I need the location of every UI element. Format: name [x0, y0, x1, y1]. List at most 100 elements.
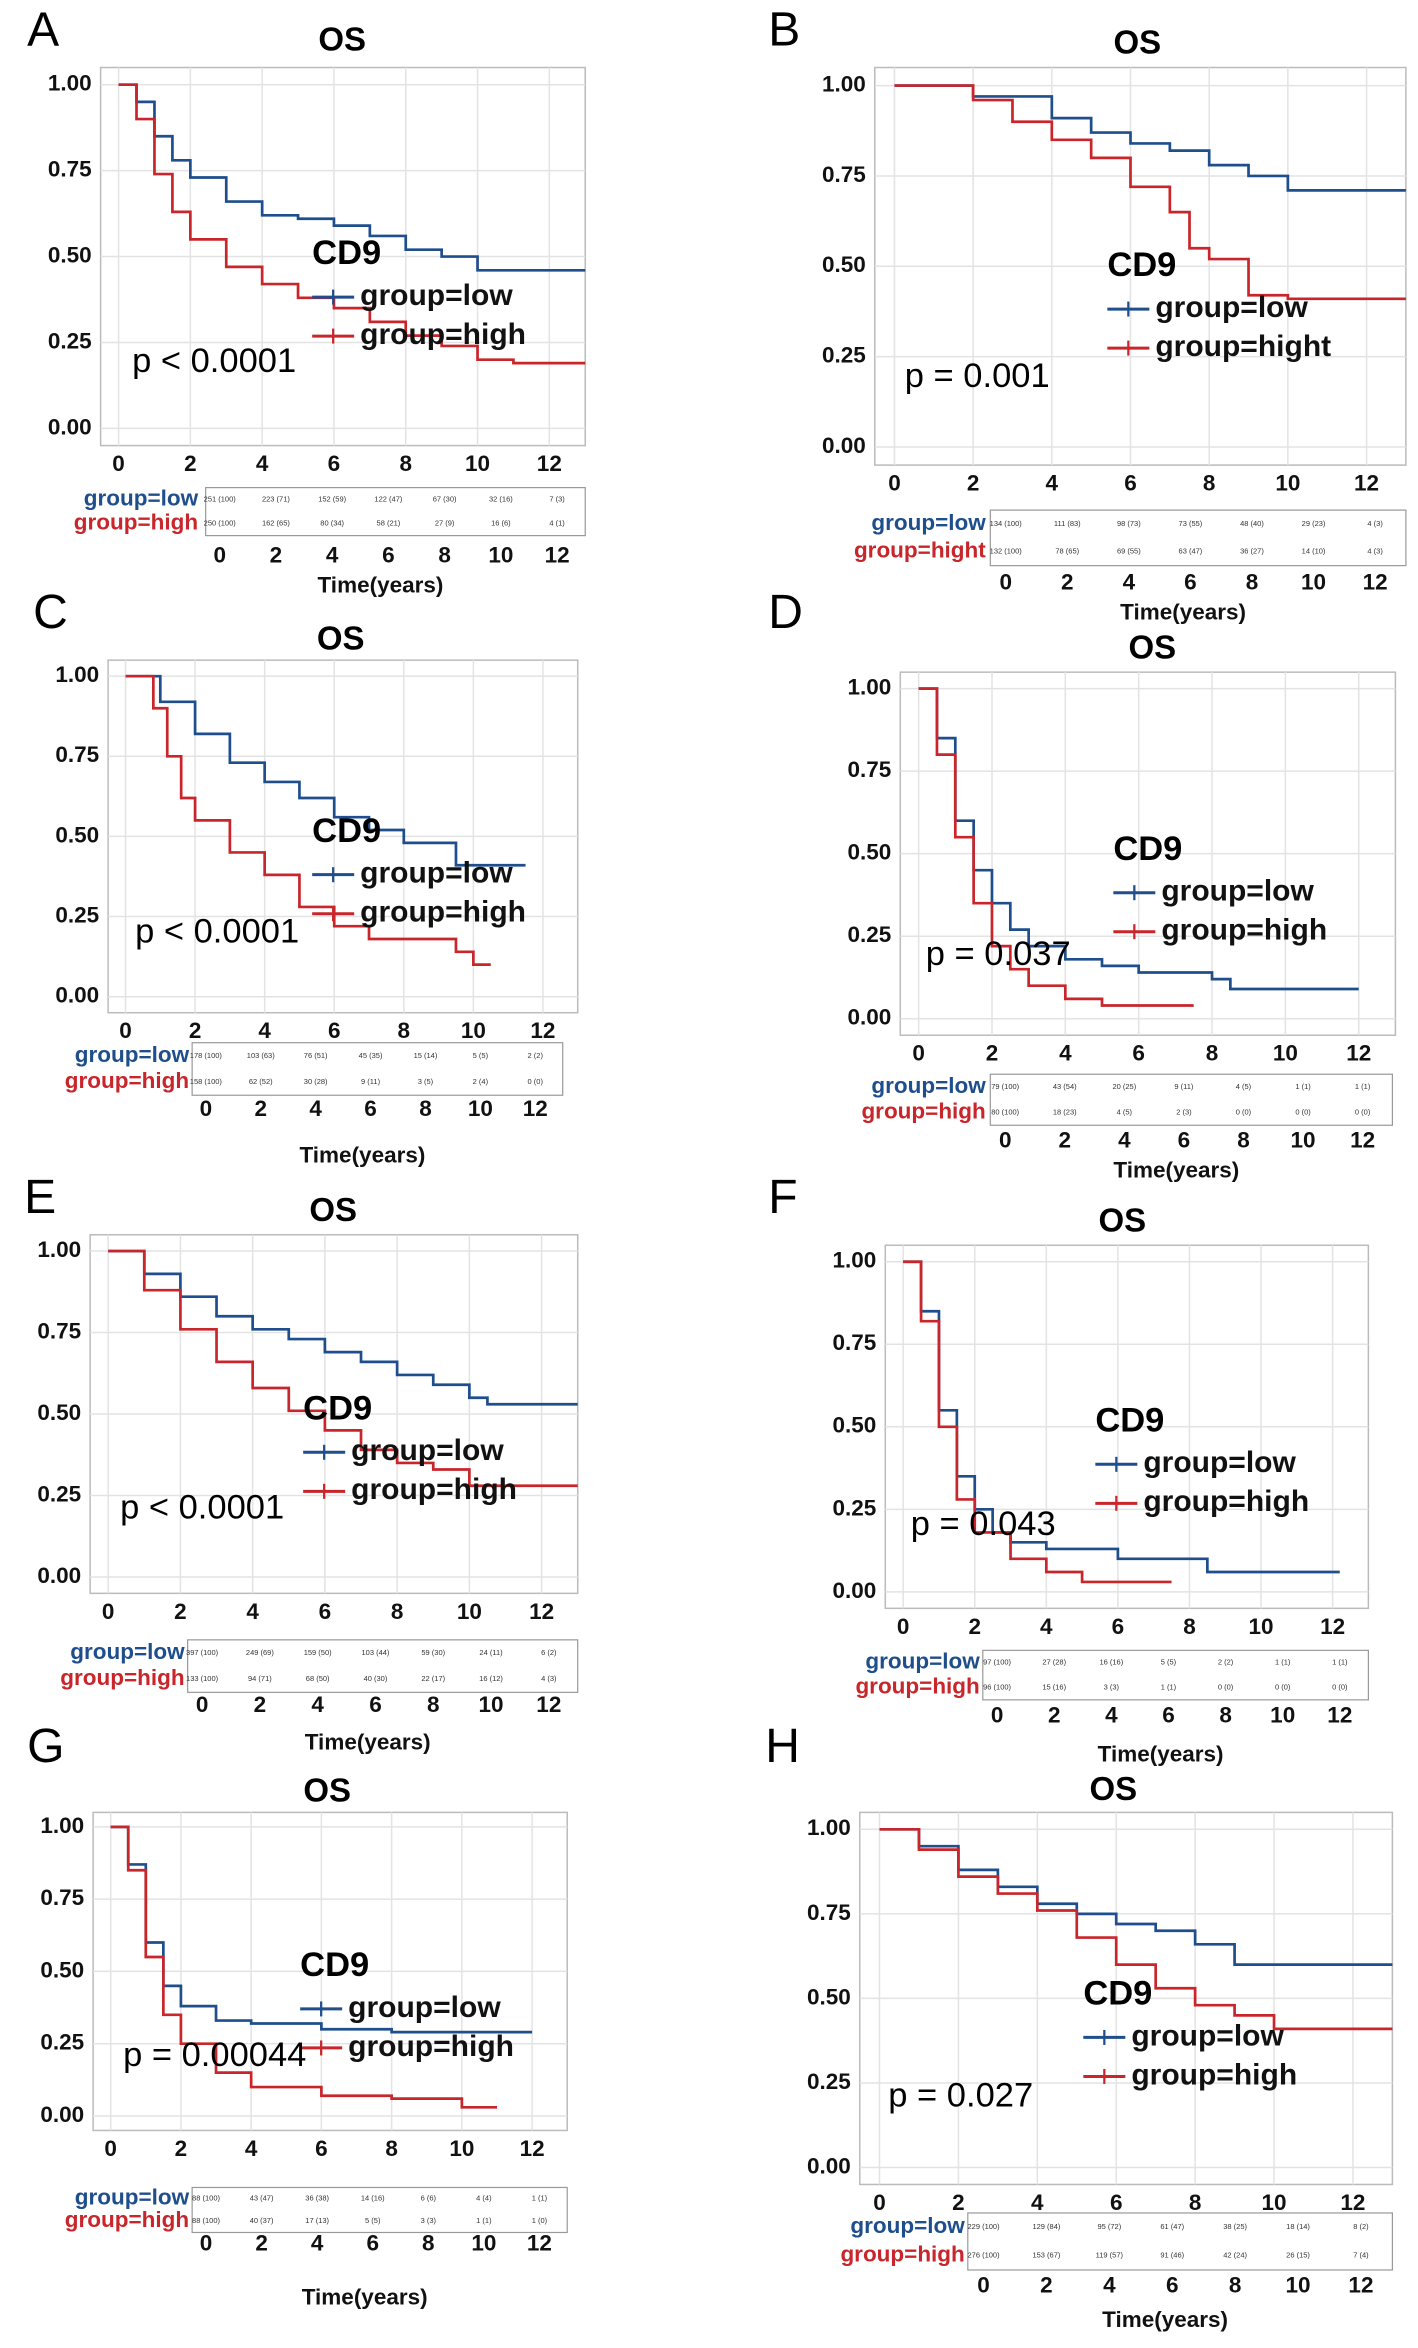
table-x-tick-label: 8 — [438, 543, 451, 568]
risk-cell: 16 (12) — [479, 1674, 503, 1683]
p-value: p < 0.0001 — [135, 912, 299, 950]
y-tick-label: 0.00 — [822, 433, 866, 458]
risk-cell: 58 (21) — [377, 519, 401, 528]
p-value: p = 0.043 — [911, 1505, 1056, 1543]
risk-cell: 111 (83) — [1054, 519, 1081, 528]
risk-cell: 42 (24) — [1223, 2251, 1247, 2260]
table-x-tick-label: 0 — [200, 1096, 213, 1121]
risk-cell: 1 (1) — [1295, 1082, 1311, 1091]
risk-cell: 178 (100) — [190, 1051, 223, 1060]
risk-cell: 1 (1) — [476, 2216, 492, 2225]
legend-label: group=low — [1143, 1446, 1296, 1479]
x-tick-label: 0 — [112, 451, 125, 476]
survival-curve — [110, 1825, 497, 2109]
y-tick-label: 0.50 — [37, 1400, 81, 1425]
table-x-tick-label: 12 — [527, 2230, 552, 2255]
table-x-tick-label: 12 — [1363, 570, 1388, 595]
risk-cell: 88 (100) — [192, 2216, 220, 2225]
x-tick-label: 2 — [175, 2136, 188, 2161]
x-tick-label: 4 — [1059, 1041, 1072, 1066]
legend-label: group=low — [1131, 2019, 1284, 2052]
x-axis-title: Time(years) — [1120, 600, 1246, 625]
risk-table — [191, 2186, 568, 2234]
table-x-tick-label: 6 — [382, 543, 395, 568]
risk-row-label: group=high — [74, 510, 198, 535]
table-x-tick-label: 12 — [536, 1692, 561, 1717]
risk-cell: 159 (50) — [304, 1648, 332, 1657]
risk-cell: 2 (4) — [473, 1077, 489, 1086]
y-tick-label: 1.00 — [832, 1248, 876, 1273]
panel: B OS 0.00 0.25 0.50 0.75 1.00 0 0 2 2 4 4 6 6 8 8 10 10 12 1… — [768, 4, 1407, 625]
risk-cell: 16 (16) — [1099, 1658, 1123, 1667]
risk-cell: 133 (100) — [186, 1674, 219, 1683]
legend-label: group=high — [360, 318, 526, 351]
table-x-tick-label: 4 — [1118, 1128, 1131, 1153]
x-tick-label: 6 — [328, 1018, 341, 1043]
x-tick-label: 12 — [1340, 2190, 1365, 2215]
table-x-tick-label: 10 — [1286, 2272, 1311, 2297]
legend-title: CD9 — [1107, 246, 1176, 284]
risk-cell: 69 (55) — [1117, 547, 1141, 556]
x-axis-title: Time(years) — [1098, 1741, 1224, 1766]
risk-cell: 43 (54) — [1053, 1082, 1077, 1091]
y-tick-label: 0.75 — [847, 757, 891, 782]
y-tick-label: 0.75 — [822, 162, 866, 187]
x-tick-label: 12 — [1320, 1614, 1345, 1639]
risk-cell: 5 (5) — [365, 2216, 381, 2225]
table-x-tick-label: 0 — [991, 1702, 1004, 1727]
table-x-tick-label: 2 — [1048, 1702, 1061, 1727]
risk-cell: 63 (47) — [1179, 547, 1203, 556]
legend-title: CD9 — [1113, 830, 1182, 868]
table-x-tick-label: 4 — [311, 2230, 324, 2255]
risk-cell: 4 (1) — [549, 519, 565, 528]
legend-title: CD9 — [303, 1389, 372, 1427]
risk-cell: 9 (11) — [1174, 1082, 1194, 1091]
risk-cell: 229 (100) — [967, 2222, 1000, 2231]
x-tick-label: 0 — [119, 1018, 132, 1043]
risk-cell: 80 (100) — [991, 1107, 1019, 1116]
table-x-tick-label: 12 — [1348, 2272, 1373, 2297]
x-tick-label: 0 — [873, 2190, 886, 2215]
x-tick-label: 10 — [1249, 1614, 1274, 1639]
risk-cell: 18 (23) — [1053, 1107, 1077, 1116]
risk-cell: 3 (5) — [418, 1077, 434, 1086]
risk-cell: 79 (100) — [991, 1082, 1019, 1091]
risk-cell: 97 (100) — [983, 1658, 1011, 1667]
risk-cell: 153 (67) — [1032, 2251, 1060, 2260]
y-tick-label: 1.00 — [822, 72, 866, 97]
risk-cell: 14 (16) — [361, 2194, 385, 2203]
risk-cell: 119 (57) — [1096, 2251, 1124, 2260]
x-tick-label: 4 — [1046, 471, 1059, 496]
table-x-tick-label: 8 — [1237, 1128, 1250, 1153]
y-tick-label: 1.00 — [37, 1237, 81, 1262]
risk-cell: 122 (47) — [374, 495, 402, 504]
table-x-tick-label: 8 — [1246, 570, 1259, 595]
risk-cell: 48 (40) — [1240, 519, 1264, 528]
risk-table — [967, 2212, 1393, 2271]
legend-label: group=high — [1161, 914, 1327, 947]
table-x-tick-label: 6 — [1166, 2272, 1179, 2297]
risk-cell: 9 (11) — [361, 1077, 381, 1086]
survival-curve — [903, 1260, 1172, 1584]
legend-label: group=low — [360, 857, 513, 890]
risk-cell: 0 (0) — [1236, 1107, 1252, 1116]
risk-cell: 15 (16) — [1042, 1682, 1066, 1691]
table-x-tick-label: 8 — [422, 2230, 435, 2255]
risk-cell: 1 (1) — [532, 2194, 548, 2203]
risk-cell: 78 (65) — [1055, 547, 1079, 556]
x-tick-label: 10 — [1262, 2190, 1287, 2215]
x-tick-label: 6 — [315, 2136, 328, 2161]
x-tick-label: 2 — [967, 471, 980, 496]
y-tick-label: 0.00 — [37, 1563, 81, 1588]
y-tick-label: 0.50 — [832, 1413, 876, 1438]
y-tick-label: 0.50 — [847, 840, 891, 865]
risk-cell: 276 (100) — [967, 2251, 1000, 2260]
panel: E OS 0.00 0.25 0.50 0.75 1.00 0 0 2 2 4 4 6 6 8 8 10 10 12 1… — [24, 1171, 579, 1754]
risk-cell: 32 (16) — [489, 495, 513, 504]
x-tick-label: 8 — [391, 1599, 404, 1624]
x-tick-label: 0 — [102, 1599, 115, 1624]
x-tick-label: 2 — [968, 1614, 981, 1639]
panel-letter: B — [768, 4, 800, 57]
x-axis-title: Time(years) — [317, 573, 443, 598]
panel: D OS 0.00 0.25 0.50 0.75 1.00 0 0 2 2 4 4 6 6 8 8 10 10 12 1… — [768, 586, 1397, 1183]
